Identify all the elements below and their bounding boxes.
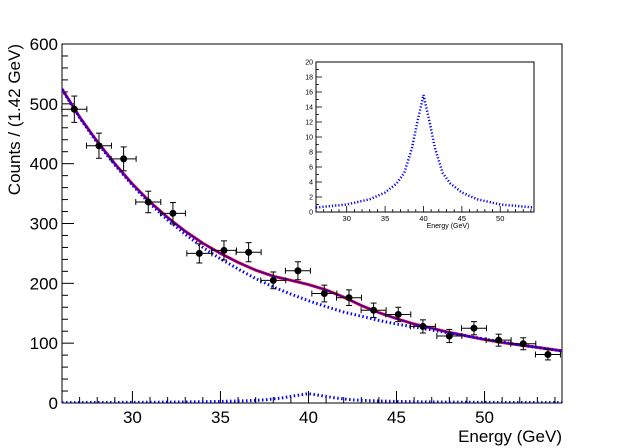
x-tick-label: 40 [299,408,318,427]
y-tick-label: 200 [30,274,58,293]
x-tick-label: 50 [475,408,494,427]
inset-x-tick-label: 40 [419,214,427,223]
data-point [335,289,362,306]
dotted-curve [62,392,562,403]
inset-dotted-curve [315,94,535,209]
y-axis-title: Counts / (1.42 GeV) [5,44,24,195]
data-marker [394,310,402,318]
y-tick-label: 500 [30,95,58,114]
data-marker [144,198,152,206]
inset-x-axis-title: Energy (GeV) [427,223,470,230]
data-point [409,319,436,334]
data-marker [195,249,203,257]
inset-y-tick-label: 2 [309,195,313,202]
inset-y-tick-label: 14 [305,105,313,112]
data-marker [269,276,277,284]
y-tick-label: 0 [49,394,58,413]
data-point [110,146,137,172]
data-point [284,261,311,281]
inset-y-tick-label: 6 [309,165,313,172]
data-marker [245,248,253,256]
x-tick-label: 30 [123,408,142,427]
y-tick-label: 300 [30,215,58,234]
inset-y-tick-label: 20 [305,60,313,67]
data-point [534,348,561,361]
data-marker [120,155,128,163]
inset-y-tick-label: 12 [305,120,313,127]
data-point [260,271,287,290]
data-point [436,328,463,344]
data-marker [169,209,177,217]
data-marker [320,290,328,298]
data-marker [294,267,302,275]
inset-y-tick-label: 0 [309,210,313,217]
inset-y-tick-label: 16 [305,90,313,97]
x-tick-label: 35 [211,408,230,427]
data-marker [519,340,527,348]
dotted-curve [62,88,562,353]
y-tick-label: 400 [30,155,58,174]
data-marker [345,294,353,302]
data-point [385,306,412,323]
data-point [360,302,387,318]
inset-y-tick-label: 10 [305,135,313,142]
inset-y-tick-label: 4 [309,180,313,187]
data-marker [470,324,478,332]
data-marker [445,332,453,340]
data-point [85,132,112,159]
data-point [311,284,338,303]
data-marker [220,246,228,254]
data-marker [370,306,378,314]
data-marker [544,351,552,359]
data-point [485,333,512,347]
data-marker [495,336,503,344]
inset-y-tick-label: 8 [309,150,313,157]
inset-frame [315,61,535,213]
x-axis-title: Energy (GeV) [458,427,562,446]
data-point [61,95,88,123]
data-point [210,240,237,261]
x-tick-label: 45 [387,408,406,427]
data-marker [95,142,103,150]
inset-y-tick-label: 18 [305,75,313,82]
inset-plot: 0 2 4 6 8 10 12 14 16 18 20 30 35 40 45 50 Energy (GeV) [305,60,535,230]
data-marker [70,105,78,113]
y-tick-label: 100 [30,334,58,353]
inset-x-tick-label: 50 [496,214,504,223]
data-point [510,337,537,351]
inset-x-tick-label: 45 [458,214,466,223]
data-point [460,321,487,336]
inset-x-tick-label: 30 [343,214,351,223]
data-point [135,190,162,214]
data-point [159,202,186,225]
data-marker [419,322,427,330]
y-tick-label: 600 [30,35,58,54]
data-point [235,242,262,263]
inset-x-tick-label: 35 [381,214,389,223]
